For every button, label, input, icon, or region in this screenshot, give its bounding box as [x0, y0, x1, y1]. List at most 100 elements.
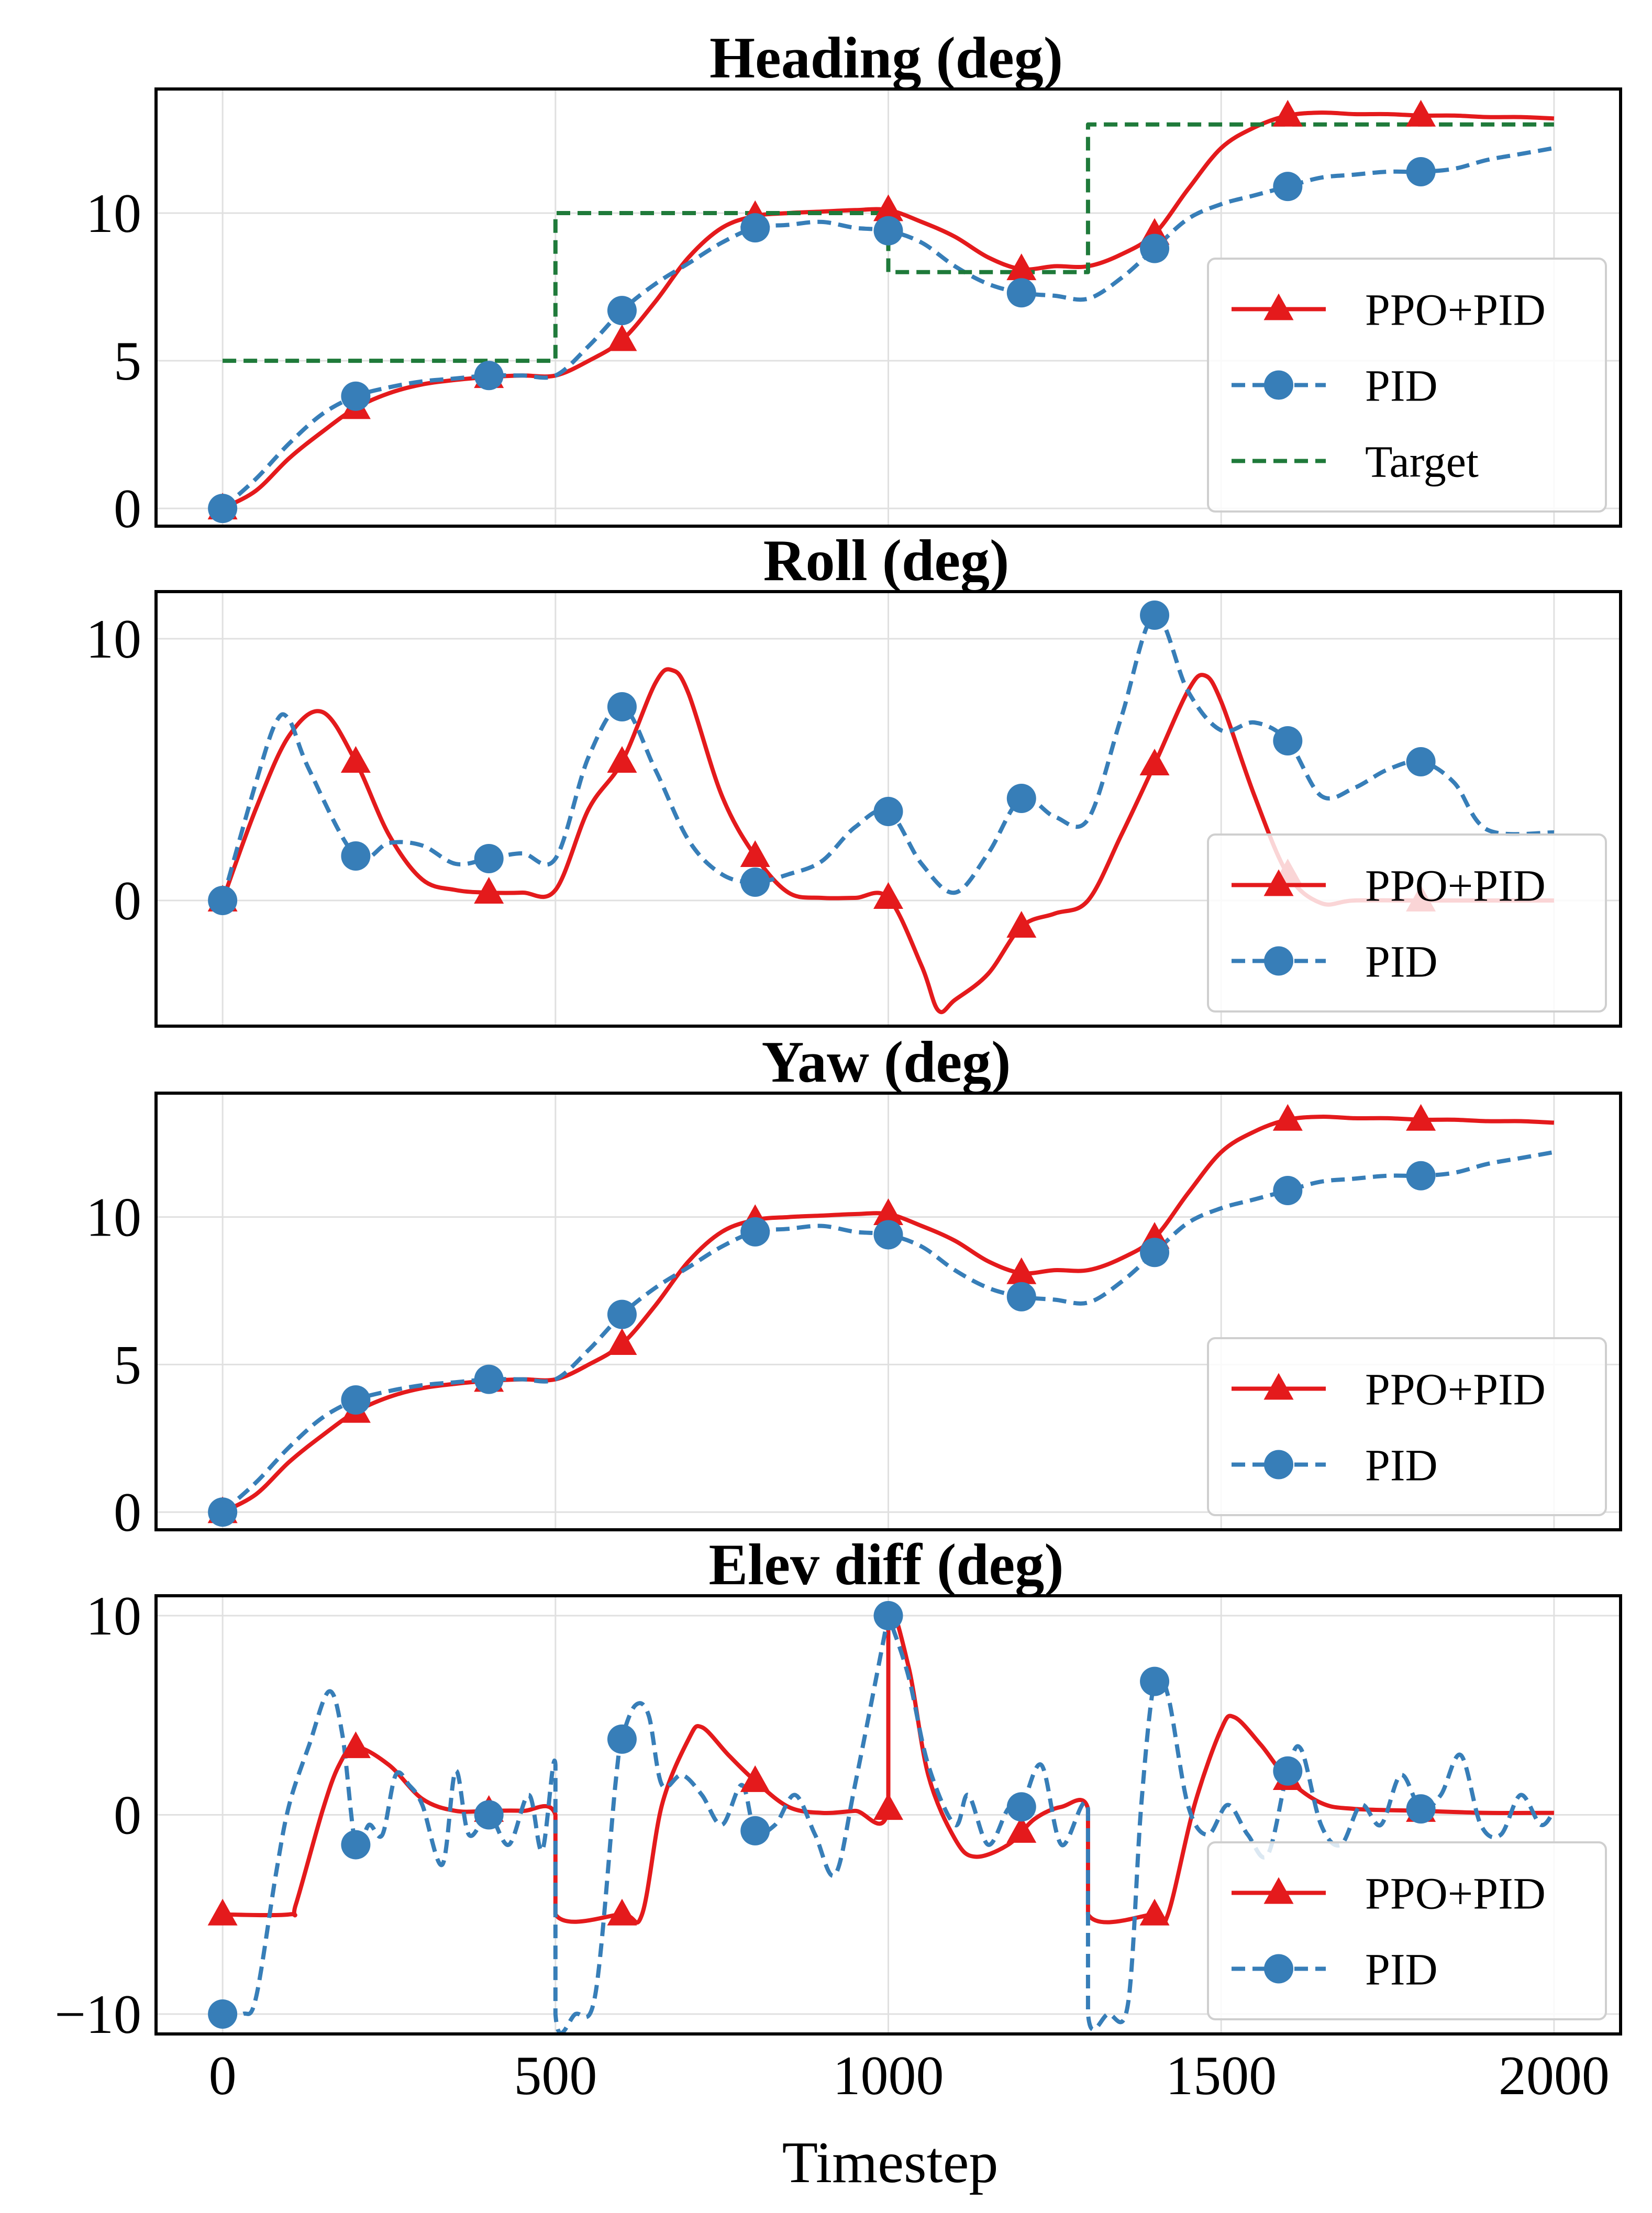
x-tick-labels: 0 500 1000 1500 2000 [209, 2045, 1610, 2106]
legend-box [1207, 1841, 1607, 2020]
marker-pid [208, 494, 238, 524]
panel-3: 0 5 10 Yaw (deg) PPO+PID PID [86, 1030, 1622, 1543]
x-axis-label: Timestep [782, 2130, 999, 2195]
x-tick-label: 500 [514, 2045, 597, 2106]
panel-title: Yaw (deg) [762, 1030, 1011, 1095]
marker-ppo-pid [873, 882, 903, 909]
legend: PPO+PID PID Target [1207, 258, 1607, 513]
axes-frame [154, 1594, 1622, 2036]
marker-ppo-pid [1139, 1898, 1170, 1926]
marker-ppo-pid [607, 1898, 637, 1926]
panels: 0 5 10 Heading (deg) PPO+PID PID Target 0 10 Roll… [54, 26, 1622, 2106]
series-line-ppo-pid [223, 1607, 1554, 1925]
y-tick-label: −10 [54, 1984, 141, 2045]
marker-ppo-pid [474, 877, 504, 904]
panel-2: 0 10 Roll (deg) PPO+PID PID [86, 528, 1622, 1028]
marker-pid [1140, 1238, 1170, 1267]
legend-box [1207, 1337, 1607, 1516]
marker-ppo-pid [207, 1898, 238, 1926]
y-tick-label: 10 [86, 183, 141, 244]
axes-frame [154, 87, 1622, 528]
y-tick-label: 5 [114, 1334, 141, 1395]
legend-label-pid: PID [1365, 937, 1438, 987]
marker-pid [740, 1217, 770, 1247]
marker-ppo-pid [1272, 1104, 1303, 1131]
legend-marker-pid [1264, 946, 1293, 976]
y-tick-label: 10 [86, 1187, 141, 1248]
x-tick-label: 2000 [1499, 2045, 1610, 2106]
legend-marker-ppo-pid [1263, 293, 1294, 320]
legend-marker-pid [1264, 1954, 1293, 1984]
marker-pid [208, 1497, 238, 1527]
legend-marker-ppo-pid [1263, 1373, 1294, 1400]
marker-pid [1140, 1666, 1170, 1696]
legend-box [1207, 258, 1607, 513]
marker-pid [474, 844, 504, 873]
marker-pid [1273, 1175, 1303, 1205]
legend-marker-ppo-pid [1263, 1877, 1294, 1904]
marker-pid [208, 886, 238, 915]
marker-pid [1406, 747, 1436, 776]
x-tick-label: 1500 [1166, 2045, 1277, 2106]
y-tick-label: 5 [114, 330, 141, 392]
marker-pid [1273, 726, 1303, 755]
legend: PPO+PID PID [1207, 1337, 1607, 1516]
legend-marker-pid [1264, 1450, 1293, 1480]
marker-pid [873, 216, 903, 246]
marker-ppo-pid [607, 324, 637, 351]
marker-pid [607, 1724, 637, 1754]
y-tick-label: 0 [114, 478, 141, 539]
series-line-ppo-pid [220, 667, 1554, 1015]
x-tick-label: 0 [209, 2045, 237, 2106]
marker-pid [1140, 600, 1170, 630]
marker-ppo-pid [873, 1793, 903, 1820]
y-tick-label: 0 [114, 870, 141, 931]
marker-pid [1406, 157, 1436, 186]
panel-1: 0 5 10 Heading (deg) PPO+PID PID Target [86, 26, 1622, 539]
marker-ppo-pid [340, 1731, 371, 1759]
y-tick-label: 10 [86, 608, 141, 670]
marker-pid [1273, 1756, 1303, 1786]
legend-label-ppo-pid: PPO+PID [1365, 285, 1546, 335]
panel-title: Elev diff (deg) [708, 1532, 1063, 1597]
marker-pid [740, 868, 770, 897]
marker-ppo-pid [1006, 1816, 1037, 1843]
marker-pid [1006, 784, 1036, 813]
marker-pid [474, 1364, 504, 1394]
marker-ppo-pid [1139, 749, 1170, 775]
marker-pid [740, 213, 770, 243]
marker-pid [208, 1999, 238, 2029]
y-tick-label: 0 [114, 1785, 141, 1846]
legend: PPO+PID PID [1207, 833, 1607, 1013]
marker-pid [1006, 278, 1036, 308]
marker-pid [740, 1816, 770, 1845]
legend-label-ppo-pid: PPO+PID [1365, 1869, 1546, 1919]
legend: PPO+PID PID [1207, 1841, 1607, 2020]
marker-ppo-pid [1406, 1104, 1436, 1131]
marker-pid [873, 1601, 903, 1631]
legend-label-pid: PID [1365, 361, 1438, 411]
marker-pid [607, 692, 637, 721]
marker-pid [607, 296, 637, 326]
y-tick-label: 10 [86, 1585, 141, 1647]
marker-ppo-pid [740, 840, 770, 867]
legend-label-target: Target [1365, 437, 1479, 487]
legend-box [1207, 833, 1607, 1013]
panel-title: Heading (deg) [709, 26, 1063, 91]
marker-ppo-pid [607, 1328, 637, 1355]
marker-ppo-pid [873, 1198, 903, 1226]
legend-marker-ppo-pid [1263, 869, 1294, 896]
legend-label-ppo-pid: PPO+PID [1365, 861, 1546, 911]
marker-pid [873, 797, 903, 826]
panel-4: −10 0 10 Elev diff (deg) PPO+PID PID [54, 1532, 1622, 2045]
marker-ppo-pid [607, 746, 637, 773]
marker-pid [341, 841, 371, 871]
marker-pid [1006, 1282, 1036, 1311]
marker-pid [474, 1800, 504, 1830]
marker-ppo-pid [1006, 1257, 1037, 1284]
marker-pid [1273, 172, 1303, 202]
legend-label-pid: PID [1365, 1440, 1438, 1491]
marker-ppo-pid [1272, 99, 1303, 127]
marker-pid [341, 1385, 371, 1415]
marker-pid [873, 1220, 903, 1250]
